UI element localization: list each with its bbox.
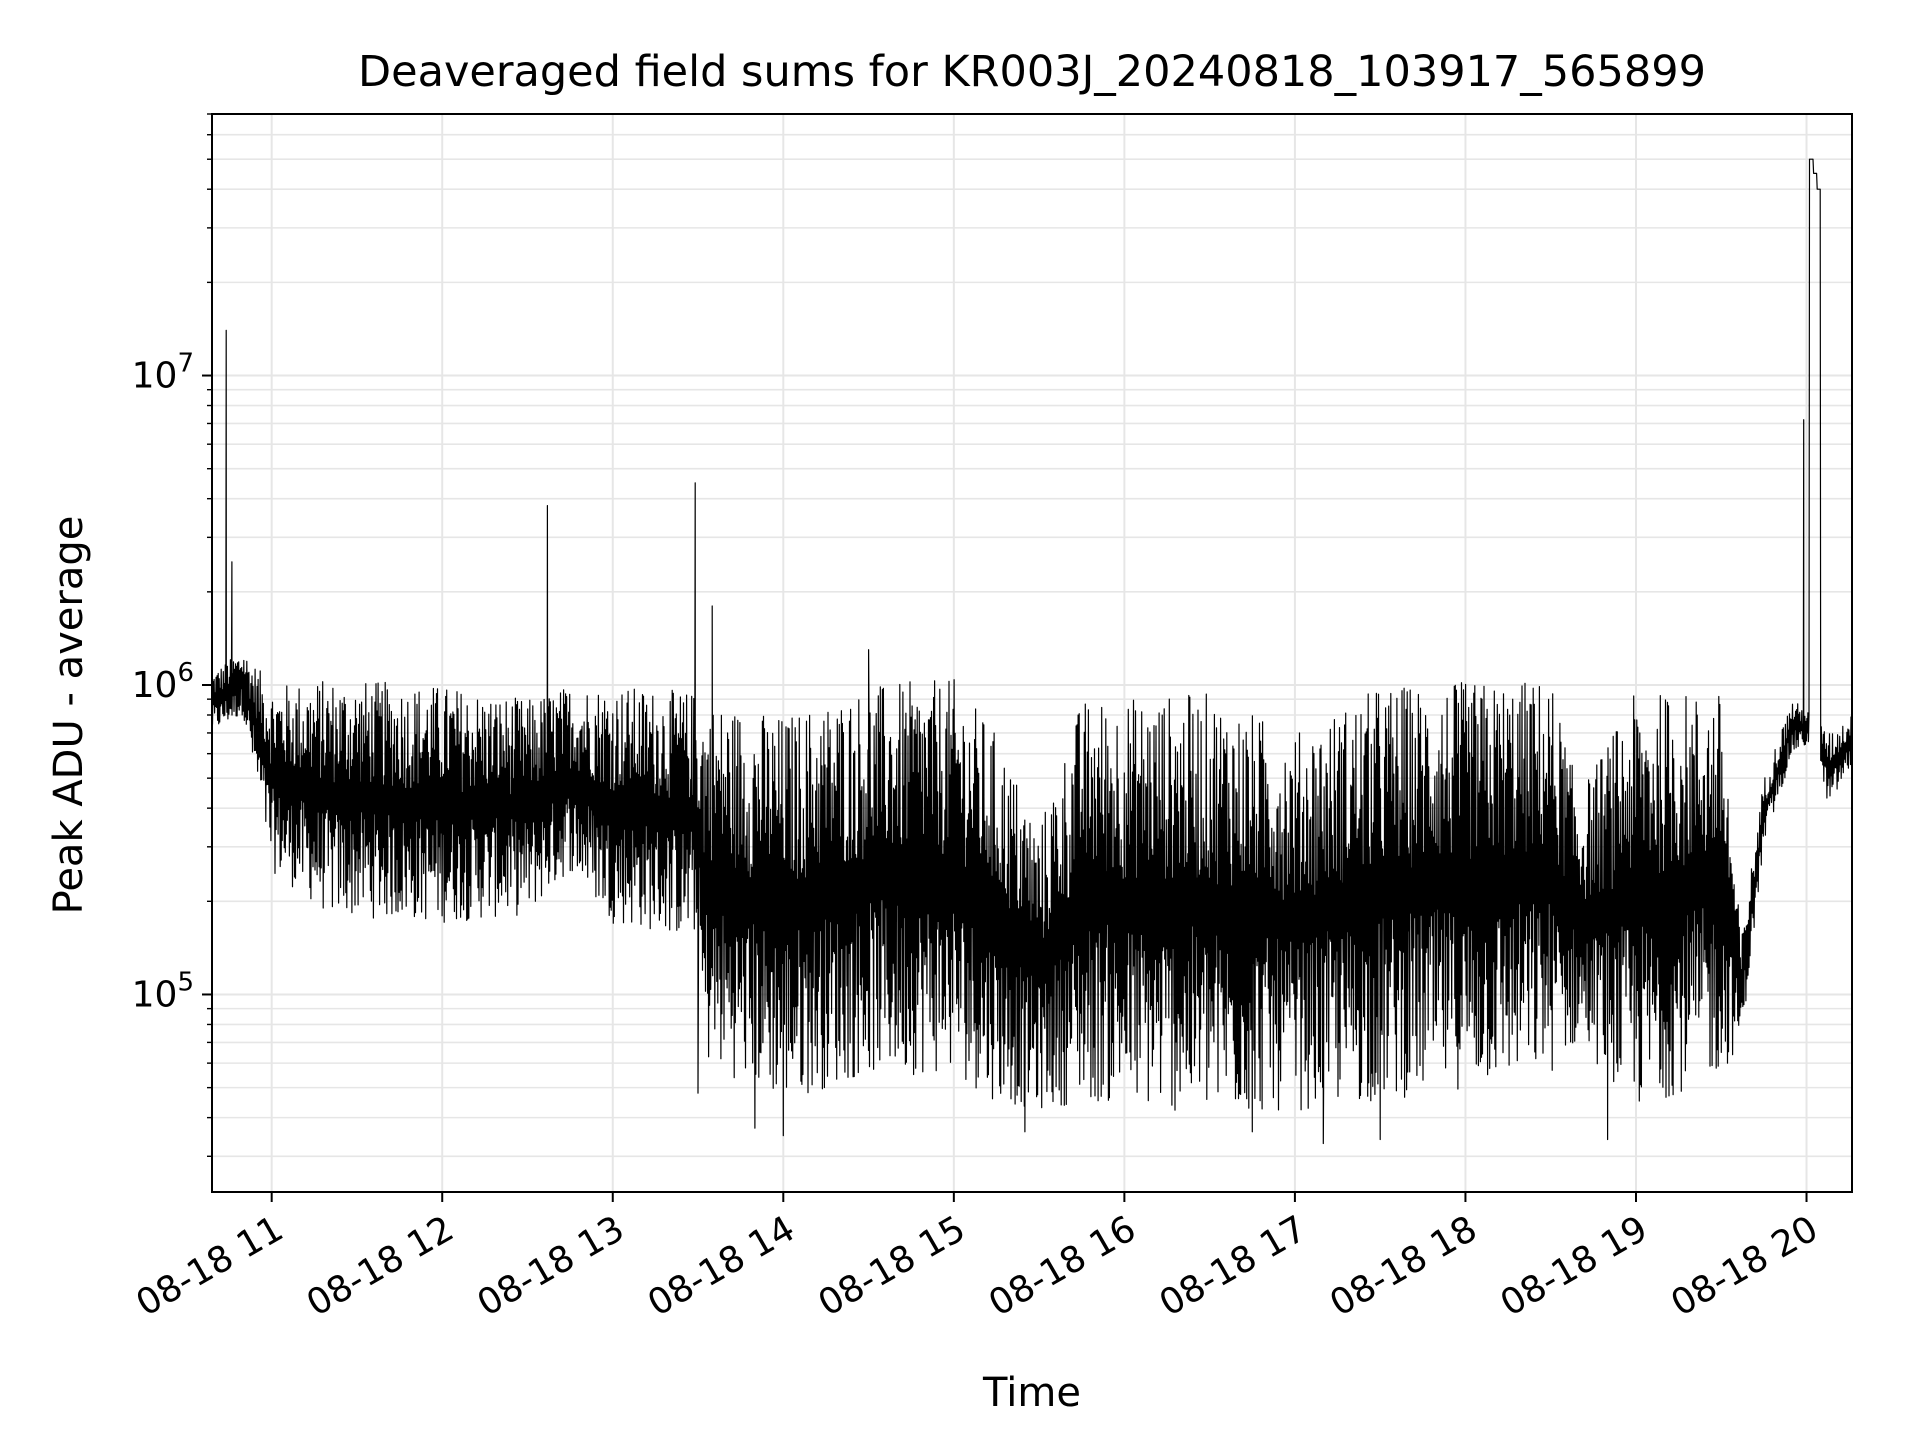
x-tick-label: 08-18 11 <box>130 1208 291 1324</box>
x-gridlines <box>270 114 1808 1192</box>
y-tick-label-base: 10 <box>132 974 178 1015</box>
y-tick-label-exponent: 7 <box>177 349 194 379</box>
y-tick-label: 107 <box>132 349 194 397</box>
y-tick-label: 106 <box>132 658 194 706</box>
x-axis-label: Time <box>982 1370 1081 1416</box>
y-tick-label-base: 10 <box>132 356 178 397</box>
y-axis-label: Peak ADU - average <box>46 516 92 915</box>
y-tick-label-exponent: 6 <box>177 658 194 688</box>
x-axis-ticks: 08-18 11 08-18 12 08-18 13 08-18 14 08-18 15… <box>130 1192 1825 1325</box>
x-tick-label: 08-18 12 <box>300 1208 461 1324</box>
x-tick-label: 08-18 19 <box>1494 1208 1655 1324</box>
y-tick-label-exponent: 5 <box>177 967 194 997</box>
series-peak-adu <box>211 158 1853 1145</box>
y-tick-label: 105 <box>132 967 194 1015</box>
plot-area-frame <box>211 113 1853 1193</box>
y-tick-label-base: 10 <box>132 665 178 706</box>
x-tick-label: 08-18 14 <box>641 1208 802 1324</box>
x-tick-label: 08-18 17 <box>1153 1208 1314 1324</box>
chart-title: Deaveraged field sums for KR003J_2024081… <box>358 47 1706 97</box>
series-line <box>211 158 1853 1145</box>
x-tick-label: 08-18 16 <box>982 1208 1143 1324</box>
x-tick-label: 08-18 20 <box>1664 1208 1825 1324</box>
x-tick-label: 08-18 18 <box>1323 1208 1484 1324</box>
x-tick-label: 08-18 13 <box>471 1208 632 1324</box>
x-tick-label: 08-18 15 <box>812 1208 973 1324</box>
